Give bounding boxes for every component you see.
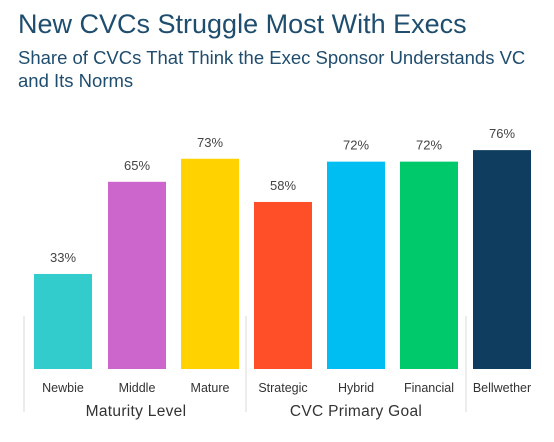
- value-label-hybrid: 72%: [343, 138, 369, 153]
- value-labels: 33% 65% 73% 58% 72% 72% 76%: [50, 126, 515, 265]
- category-label-mature: Mature: [191, 381, 230, 395]
- value-label-financial: 72%: [416, 138, 442, 153]
- chart-subtitle: Share of CVCs That Think the Exec Sponso…: [18, 47, 526, 91]
- category-label-bellwether: Bellwether: [473, 381, 531, 395]
- category-label-strategic: Strategic: [258, 381, 307, 395]
- bar-bellwether: [473, 150, 531, 369]
- category-label-hybrid: Hybrid: [338, 381, 374, 395]
- chart-title: New CVCs Struggle Most With Execs: [18, 9, 467, 39]
- value-label-strategic: 58%: [270, 178, 296, 193]
- group-labels: Maturity Level CVC Primary Goal: [86, 403, 422, 420]
- group-label-maturity-level: Maturity Level: [86, 403, 187, 420]
- value-label-newbie: 33%: [50, 250, 76, 265]
- group-label-cvc-primary-goal: CVC Primary Goal: [290, 403, 422, 420]
- bar-hybrid: [327, 161, 385, 369]
- category-label-middle: Middle: [119, 381, 156, 395]
- value-label-mature: 73%: [197, 135, 223, 150]
- bar-mature: [181, 158, 239, 369]
- separators: [23, 316, 467, 412]
- bar-financial: [400, 161, 458, 369]
- category-labels: Newbie Middle Mature Strategic Hybrid Financi…: [42, 381, 531, 395]
- bar-strategic: [254, 201, 312, 369]
- value-label-middle: 65%: [124, 158, 150, 173]
- bar-newbie: [34, 273, 92, 369]
- category-label-financial: Financial: [404, 381, 454, 395]
- bars: [34, 150, 531, 369]
- bar-middle: [108, 181, 166, 369]
- category-label-newbie: Newbie: [42, 381, 84, 395]
- value-label-bellwether: 76%: [489, 126, 515, 141]
